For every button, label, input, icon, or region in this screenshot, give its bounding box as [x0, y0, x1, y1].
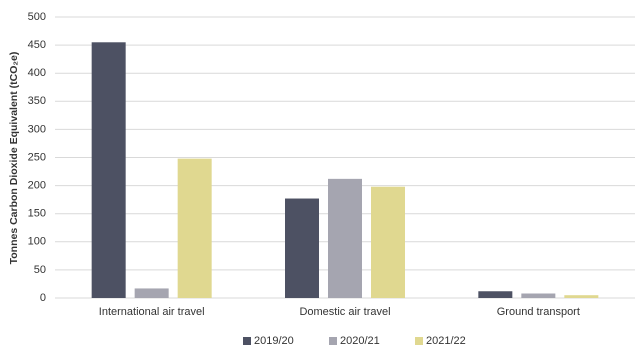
bar — [177, 158, 212, 298]
x-tick-label: Domestic air travel — [299, 306, 390, 318]
y-tick-label: 400 — [28, 67, 46, 79]
legend-label: 2020/21 — [340, 335, 380, 347]
legend-swatch — [243, 337, 251, 345]
x-tick-label: Ground transport — [497, 306, 580, 318]
y-tick-label: 250 — [28, 151, 46, 163]
y-axis-label: Tonnes Carbon Dioxide Equivalent (tCO₂e) — [8, 52, 20, 265]
y-tick-label: 450 — [28, 39, 46, 51]
x-tick-label: International air travel — [99, 306, 205, 318]
bar — [521, 293, 556, 298]
legend-label: 2021/22 — [426, 335, 466, 347]
bar — [134, 288, 169, 298]
bar — [371, 186, 405, 298]
y-tick-label: 50 — [34, 264, 46, 276]
y-tick-label: 150 — [28, 208, 46, 220]
bar — [328, 178, 362, 298]
bar — [91, 42, 126, 298]
y-tick-label: 0 — [40, 292, 46, 304]
y-tick-label: 300 — [28, 123, 46, 135]
legend-swatch — [329, 337, 337, 345]
y-tick-label: 100 — [28, 236, 46, 248]
y-tick-label: 500 — [28, 11, 46, 23]
legend-label: 2019/20 — [254, 335, 294, 347]
legend-swatch — [415, 337, 423, 345]
bar — [564, 295, 599, 298]
bar — [285, 198, 319, 298]
bar — [478, 291, 513, 298]
y-tick-label: 350 — [28, 95, 46, 107]
y-tick-label: 200 — [28, 180, 46, 192]
